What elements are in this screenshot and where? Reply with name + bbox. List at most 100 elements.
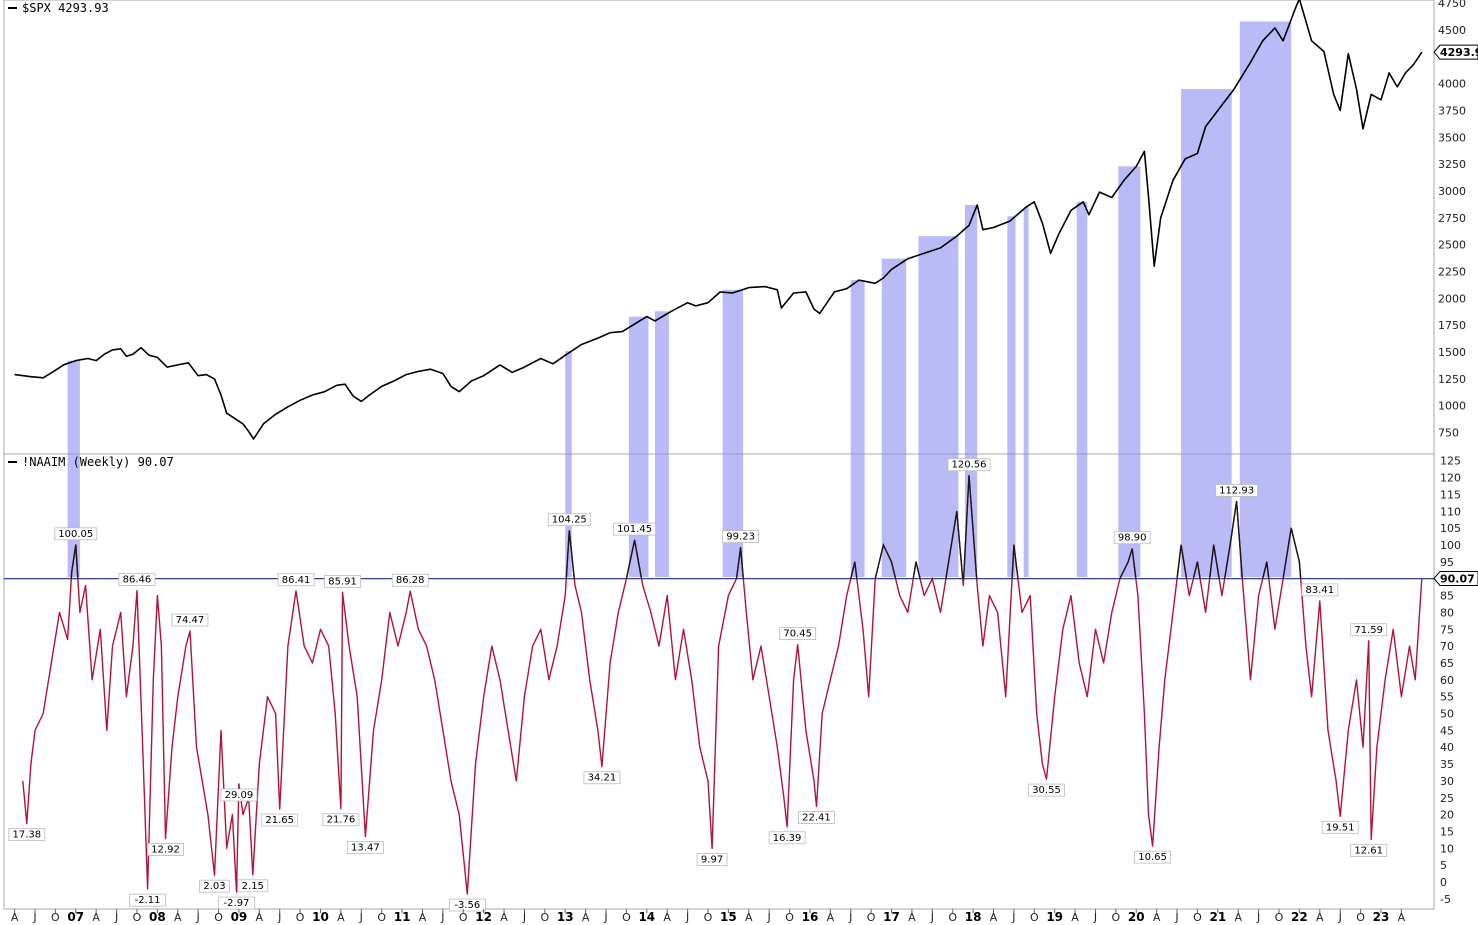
shaded-band	[1076, 201, 1088, 577]
annotation-label: 112.93	[1219, 485, 1254, 496]
annotation-box	[613, 522, 656, 536]
naaim-line-above-90	[70, 475, 1423, 579]
x-tick-label: O	[51, 911, 60, 924]
naaim-y-tick-label: 95	[1440, 556, 1454, 569]
x-tick-label: O	[1356, 911, 1365, 924]
annotation-label: 17.38	[13, 829, 42, 840]
x-tick-label: O	[133, 911, 142, 924]
x-tick-label: A	[908, 911, 916, 924]
annotation-label: 86.41	[282, 575, 311, 586]
annotation-box	[947, 458, 991, 472]
x-tick-label: J	[1174, 911, 1178, 924]
annotation-box	[768, 831, 806, 845]
spx-y-tick-label: 750	[1438, 427, 1459, 440]
x-tick-label: 19	[1046, 910, 1063, 924]
annotation-label: 12.61	[1354, 846, 1383, 857]
x-tick-label: O	[785, 911, 794, 924]
naaim-y-tick-label: 0	[1440, 876, 1447, 889]
x-tick-label: 07	[67, 910, 84, 924]
spx-y-axis: 750 1000 1250 1500 1750 2000 2250 2500 2750 3000 3…	[1438, 0, 1466, 440]
spx-y-tick-label: 1750	[1438, 319, 1466, 332]
naaim-y-tick-label: -5	[1440, 893, 1451, 906]
x-tick-label: 23	[1373, 910, 1390, 924]
x-tick-label: A	[1071, 911, 1079, 924]
spx-series-layer	[14, 0, 1423, 440]
spx-line	[14, 0, 1423, 440]
x-tick-label: O	[541, 911, 550, 924]
x-tick-label: 16	[802, 910, 819, 924]
x-tick-label: O	[622, 911, 631, 924]
annotation-label: 100.05	[58, 529, 93, 540]
x-tick-label: 11	[394, 910, 411, 924]
x-tick-label: O	[296, 911, 305, 924]
x-tick-label: O	[1030, 911, 1039, 924]
x-tick-label: 10	[312, 910, 329, 924]
x-tick-label: J	[1011, 911, 1015, 924]
x-tick-label: O	[1112, 911, 1121, 924]
annotation-box	[324, 575, 361, 588]
x-tick-label: O	[1193, 911, 1202, 924]
spx-last-value-tag: 4293.93	[1433, 44, 1478, 60]
x-tick-label: A	[11, 911, 19, 924]
x-tick-label: A	[1153, 911, 1161, 924]
annotation-label: 21.76	[327, 815, 356, 826]
annotation-box	[1028, 783, 1065, 797]
annotation-label: -2.97	[224, 898, 250, 909]
naaim-y-tick-label: 85	[1440, 590, 1454, 603]
annotation-label: 2.15	[242, 881, 264, 892]
x-tick-label: J	[848, 911, 852, 924]
shaded-band	[628, 316, 649, 577]
naaim-y-tick-label: 55	[1440, 691, 1454, 704]
spx-y-tick-label: 4500	[1438, 24, 1466, 37]
shaded-band	[565, 350, 572, 577]
x-tick-label: O	[704, 911, 713, 924]
x-tick-label: O	[948, 911, 957, 924]
x-tick-label: A	[990, 911, 998, 924]
annotation-label: 9.97	[701, 854, 723, 865]
naaim-y-tick-label: 20	[1440, 809, 1454, 822]
x-tick-label: J	[277, 911, 281, 924]
annotation-label: 86.46	[123, 575, 152, 586]
shaded-band	[1023, 207, 1029, 577]
annotation-label: 85.91	[328, 576, 357, 587]
spx-y-tick-label: 1250	[1438, 373, 1466, 386]
x-tick-label: J	[685, 911, 689, 924]
spx-last-value-marker	[1433, 44, 1478, 60]
x-tick-label: 14	[638, 910, 655, 924]
annotation-label: 71.59	[1354, 625, 1383, 636]
naaim-y-tick-label: 15	[1440, 825, 1454, 838]
annotation-label: 22.41	[802, 813, 831, 824]
x-tick-label: A	[827, 911, 835, 924]
annotation-box	[798, 811, 835, 824]
shaded-band	[722, 289, 744, 577]
spx-y-tick-label: 3000	[1438, 185, 1466, 198]
annotation-label: 12.92	[151, 844, 180, 855]
x-tick-label: 13	[557, 910, 574, 924]
spx-y-tick-label: 1500	[1438, 346, 1466, 359]
naaim-y-axis: -505101520253035404550556065707580859095…	[1440, 455, 1461, 906]
shaded-band	[1181, 89, 1232, 578]
x-tick-label: J	[440, 911, 444, 924]
annotation-box	[54, 527, 98, 541]
shaded-band	[654, 311, 669, 577]
annotation-box	[261, 813, 299, 827]
spx-y-tick-label: 3250	[1438, 158, 1466, 171]
annotation-box	[547, 513, 591, 527]
spx-y-tick-label: 2000	[1438, 292, 1466, 305]
naaim-last-value-tag: 90.07	[1433, 570, 1478, 586]
annotation-label: 2.03	[203, 881, 225, 892]
x-tick-label: A	[337, 911, 345, 924]
naaim-y-tick-label: 45	[1440, 724, 1454, 737]
naaim-annotations: 100.05 86.46 74.47 17.38 -2.11 12.92 2.03 -2.97…	[8, 458, 1388, 912]
naaim-title-group: !NAAIM (Weekly) 90.07	[8, 455, 174, 469]
x-axis: A J O 07 A J O 08 A J O 09 A J O 10 A J O 11 A J O 12 A J O 13 A J O 14…	[11, 909, 1406, 924]
annotation-box	[391, 573, 429, 587]
spx-title-group: $SPX 4293.93	[8, 1, 109, 15]
x-tick-label: O	[459, 911, 468, 924]
annotation-label: 104.25	[552, 515, 587, 526]
x-tick-label: 08	[149, 910, 166, 924]
x-tick-label: A	[419, 911, 427, 924]
annotation-box	[8, 828, 46, 841]
annotation-label: 29.09	[225, 790, 254, 801]
